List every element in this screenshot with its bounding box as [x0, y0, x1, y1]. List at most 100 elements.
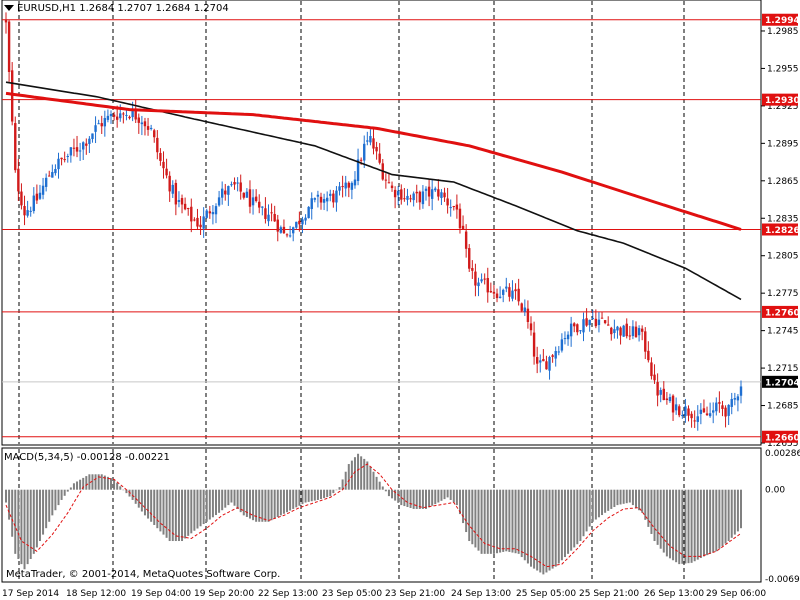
- macd-bar: [344, 471, 347, 490]
- macd-bar: [165, 489, 168, 538]
- price-tick-label: 1.2895: [767, 139, 799, 149]
- candle-body: [26, 210, 29, 216]
- candle-body: [103, 118, 107, 127]
- macd-bar: [449, 489, 452, 500]
- macd-bar: [119, 486, 122, 490]
- candle-body: [220, 188, 224, 198]
- candle-body: [29, 210, 32, 212]
- candle-body: [545, 361, 548, 370]
- macd-bar: [483, 489, 486, 554]
- candle-body: [520, 303, 523, 311]
- candle-body: [721, 405, 724, 409]
- candle-body: [637, 328, 641, 336]
- candle-body: [610, 327, 613, 335]
- macd-bar: [313, 489, 316, 501]
- candle-body: [322, 199, 326, 203]
- price-tick-label: 1.2955: [767, 64, 799, 74]
- candle-body: [393, 189, 397, 198]
- macd-bar: [656, 489, 659, 545]
- candle-body: [171, 184, 174, 194]
- candle-body: [298, 220, 301, 225]
- macd-bar: [23, 489, 26, 570]
- candle-body: [276, 219, 279, 232]
- macd-bar: [32, 489, 35, 554]
- macd-bar: [724, 489, 727, 544]
- candle-body: [424, 188, 428, 191]
- candle-body: [190, 206, 193, 222]
- candle-body: [325, 197, 329, 202]
- macd-bar: [628, 489, 631, 503]
- candle-body: [310, 198, 313, 210]
- macd-bar: [372, 471, 375, 490]
- macd-bar: [57, 489, 60, 506]
- macd-bar: [289, 489, 292, 511]
- candle-body: [739, 386, 743, 396]
- candle-body: [69, 147, 73, 156]
- macd-bar: [526, 489, 529, 564]
- level-label: 1.2994: [765, 16, 800, 26]
- macd-bar: [54, 489, 57, 511]
- macd-bar: [601, 489, 604, 516]
- macd-bar: [252, 489, 255, 521]
- candle-body: [137, 117, 140, 123]
- macd-bar: [326, 489, 329, 498]
- candle-body: [143, 121, 147, 127]
- candle-body: [434, 188, 437, 191]
- macd-bar: [307, 489, 310, 502]
- macd-bar: [548, 489, 551, 571]
- macd-bar: [668, 489, 671, 559]
- candle-body: [483, 278, 486, 280]
- candle-body: [44, 177, 48, 187]
- macd-bar: [258, 489, 261, 522]
- candle-body: [693, 420, 696, 422]
- level-label: 1.2660: [765, 433, 800, 443]
- candle-body: [217, 197, 221, 206]
- macd-bar: [678, 489, 681, 565]
- candle-body: [625, 323, 628, 337]
- level-label: 1.2826: [765, 226, 800, 236]
- candle-body: [607, 324, 610, 326]
- macd-bar: [486, 489, 489, 554]
- symbol-label: EURUSD,H1: [17, 3, 77, 14]
- current-price-box: [762, 375, 798, 388]
- candle-body: [100, 123, 103, 127]
- collapse-triangle-icon[interactable]: [4, 5, 14, 11]
- symbol-header: EURUSD,H1 1.2684 1.2707 1.2684 1.2704: [4, 3, 229, 14]
- macd-bar: [316, 489, 319, 500]
- candle-body: [17, 168, 20, 192]
- candle-body: [650, 362, 653, 377]
- macd-bar: [42, 489, 45, 535]
- macd-bar: [94, 474, 97, 490]
- macd-bar: [425, 489, 427, 509]
- macd-bar: [97, 474, 100, 490]
- candle-body: [736, 396, 740, 401]
- macd-bar: [369, 466, 372, 490]
- macd-bar: [255, 489, 258, 522]
- macd-bar: [103, 475, 106, 490]
- macd-bar: [465, 489, 468, 533]
- macd-bar: [353, 457, 356, 490]
- candle-body: [446, 198, 449, 206]
- candle-body: [508, 287, 511, 297]
- candle-body: [292, 227, 295, 234]
- price-tick-label: 1.2805: [767, 252, 799, 262]
- macd-bar: [709, 489, 712, 554]
- macd-bar: [635, 489, 637, 508]
- macd-bar: [26, 489, 29, 565]
- macd-bar: [582, 489, 585, 537]
- candle-body: [640, 328, 644, 332]
- candle-body: [585, 318, 588, 326]
- macd-bar: [696, 489, 699, 560]
- candle-body: [678, 406, 681, 416]
- candle-body: [88, 138, 91, 144]
- macd-bar: [665, 489, 668, 557]
- candle-body: [674, 404, 678, 411]
- candle-body: [35, 193, 39, 201]
- macd-bar: [199, 489, 202, 527]
- macd-bar: [174, 489, 177, 542]
- macd-bar: [122, 489, 125, 491]
- candle-body: [115, 116, 119, 120]
- candle-body: [523, 307, 527, 312]
- candle-body: [14, 123, 17, 171]
- macd-bar: [662, 489, 665, 553]
